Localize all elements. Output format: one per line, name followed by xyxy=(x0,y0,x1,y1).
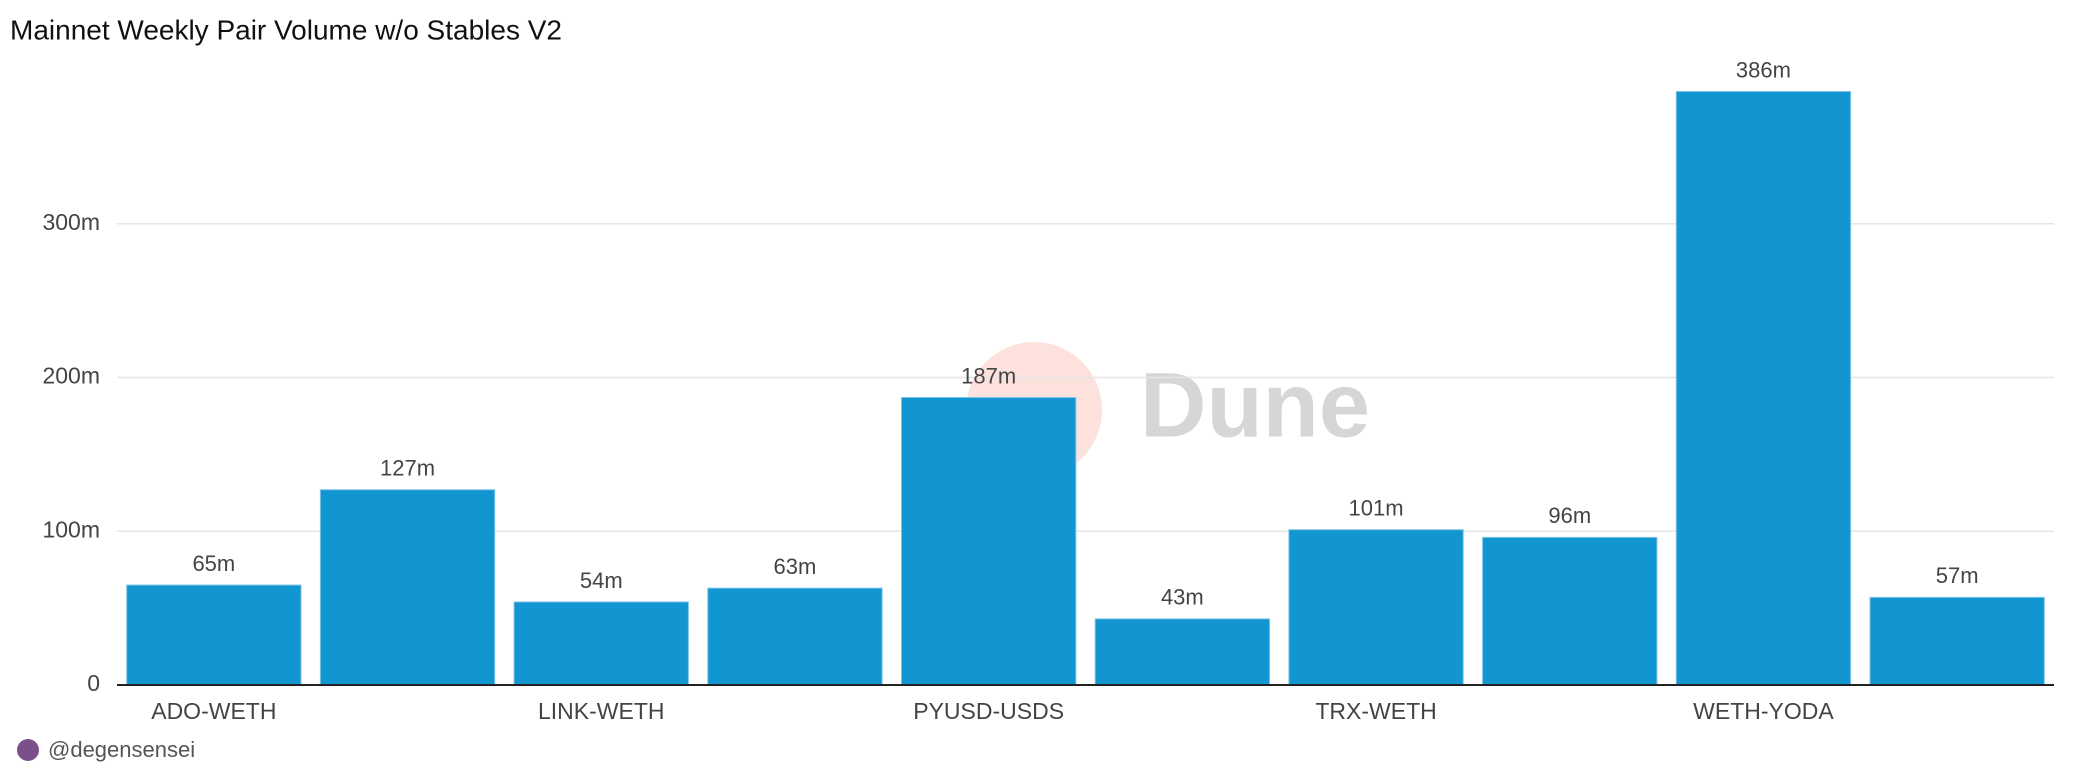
x-tick-label: LINK-WETH xyxy=(538,698,665,724)
data-label: 96m xyxy=(1548,503,1591,528)
bar xyxy=(319,489,496,686)
bar xyxy=(1675,91,1852,686)
bar xyxy=(126,584,302,686)
x-tick-label: WETH-YODA xyxy=(1693,698,1834,724)
x-tick-label: ADO-WETH xyxy=(151,698,276,724)
bar xyxy=(1869,596,2045,686)
y-tick-label: 0 xyxy=(87,670,100,696)
x-tick-label: PYUSD-USDS xyxy=(913,698,1064,724)
x-tick-label: TRX-WETH xyxy=(1315,698,1436,724)
y-tick-label: 300m xyxy=(42,209,100,235)
bar xyxy=(1482,536,1658,686)
y-tick-label: 200m xyxy=(42,363,100,389)
bar xyxy=(1288,529,1464,686)
data-label: 54m xyxy=(580,568,623,593)
bar xyxy=(1094,618,1271,686)
author: @degensensei xyxy=(48,737,195,762)
bar xyxy=(513,601,689,686)
avatar xyxy=(17,739,39,761)
bar xyxy=(900,396,1077,686)
data-label: 63m xyxy=(774,554,817,579)
y-tick-label: 100m xyxy=(42,516,100,542)
data-label: 43m xyxy=(1161,585,1204,610)
data-label: 57m xyxy=(1936,563,1979,588)
chart-title: Mainnet Weekly Pair Volume w/o Stables V… xyxy=(10,14,562,45)
data-label: 187m xyxy=(961,363,1016,388)
bar xyxy=(707,587,883,686)
data-label: 127m xyxy=(380,456,435,481)
data-label: 65m xyxy=(192,551,235,576)
watermark: Dune xyxy=(1140,354,1370,456)
data-label: 386m xyxy=(1736,57,1791,82)
data-label: 101m xyxy=(1349,496,1404,521)
